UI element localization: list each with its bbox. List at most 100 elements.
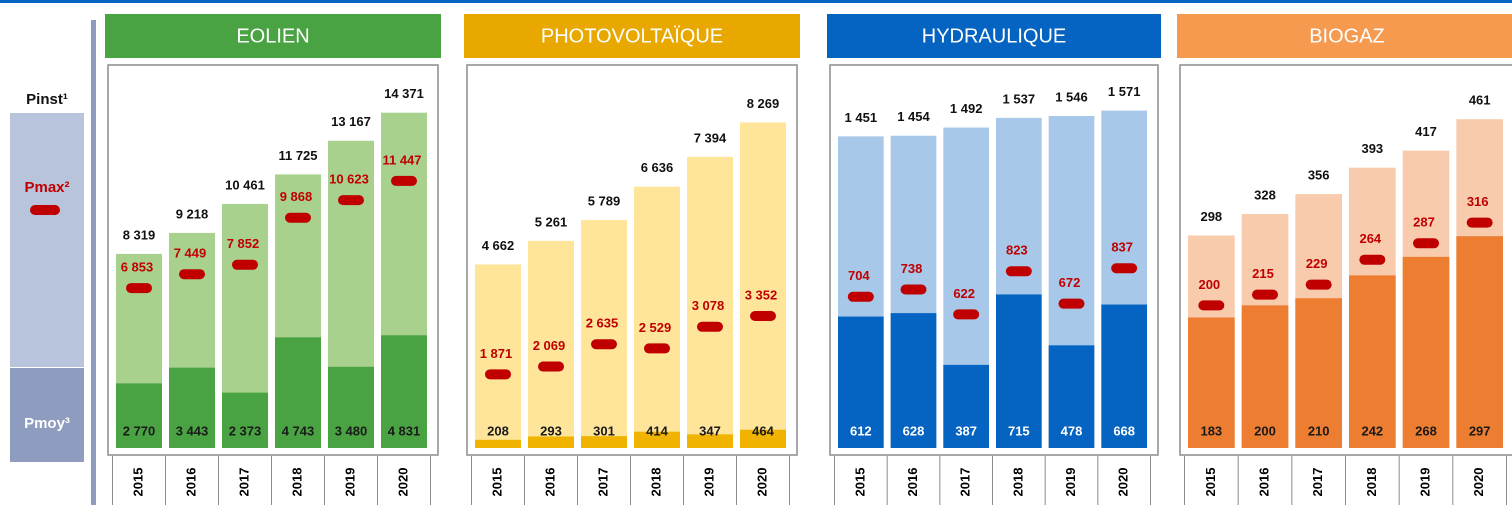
pmax-marker [900,284,927,295]
pmax-label: 3 352 [745,287,778,302]
x-tick-label: 2019 [342,468,357,497]
legend-box-pmax [10,113,84,367]
legend-marker [30,205,60,215]
pmax-label: 1 871 [480,346,513,361]
pmoy-label: 301 [593,423,615,438]
pmoy-bar [275,337,321,448]
panel-frame [107,64,439,456]
pmax-label: 7 852 [227,236,260,251]
pmoy-label: 3 443 [176,423,209,438]
pinst-label: 1 451 [845,110,878,125]
pmax-marker [1111,263,1138,274]
panel-title: EOLIEN [236,25,309,47]
pmax-label: 6 853 [121,260,154,275]
pmax-label: 229 [1306,256,1328,271]
pmax-label: 11 447 [382,152,421,167]
side-rule [91,20,96,505]
pmax-marker [1305,279,1332,290]
x-tick-label: 2018 [1010,468,1025,497]
legend-pmax: Pmax² [24,179,69,196]
pmoy-bar [222,392,268,448]
pinst-label: 11 725 [278,148,317,163]
pmoy-bar [169,367,215,448]
pmax-marker [1198,300,1225,311]
pinst-label: 328 [1254,188,1276,203]
pmax-marker [750,311,776,322]
pmoy-bar [381,335,427,448]
pmax-label: 738 [901,261,923,276]
pinst-label: 7 394 [694,130,727,145]
pmax-marker [1058,298,1085,309]
pmoy-bar [581,436,627,448]
pmax-label: 704 [848,268,870,283]
pinst-label: 10 461 [225,177,265,192]
pmax-label: 9 868 [280,189,313,204]
pmoy-label: 2 770 [123,423,156,438]
pinst-label: 5 789 [588,193,621,208]
pmax-label: 316 [1467,194,1489,209]
pinst-label: 6 636 [641,160,674,175]
pmax-label: 10 623 [329,172,369,187]
pmoy-bar [996,294,1042,448]
pmax-label: 837 [1111,240,1133,255]
pmax-label: 823 [1006,243,1028,258]
pinst-bar [528,240,574,448]
pmoy-label: 347 [699,423,721,438]
pinst-label: 1 454 [897,109,930,124]
pmoy-label: 210 [1308,423,1330,438]
panel-frame [829,64,1159,456]
pmax-label: 200 [1198,277,1220,292]
pmax-label: 2 069 [533,338,566,353]
pmoy-bar [943,364,989,448]
pmoy-label: 297 [1469,423,1491,438]
x-tick-label: 2018 [289,468,304,497]
panel-title: BIOGAZ [1309,25,1385,47]
legend-box-pmoy [10,368,84,462]
pmax-label: 264 [1359,231,1381,246]
pmax-marker [126,283,152,294]
pmoy-bar [116,383,162,448]
pmoy-bar [475,439,521,448]
pinst-label: 8 319 [123,227,156,242]
pmoy-bar [528,436,574,448]
pmoy-label: 387 [955,423,977,438]
pinst-label: 9 218 [176,206,209,221]
pinst-label: 8 269 [747,96,780,111]
pmax-marker [1413,238,1439,249]
pmoy-bar [890,313,937,448]
x-tick-label: 2017 [236,468,251,497]
pmax-label: 672 [1059,275,1081,290]
pmoy-label: 628 [903,423,925,438]
pmoy-label: 2 373 [229,423,262,438]
pmax-label: 215 [1252,266,1274,281]
pmax-label: 2 635 [586,316,619,331]
x-tick-label: 2019 [701,468,716,497]
panel-frame [1179,64,1512,456]
pmoy-bar [838,316,884,448]
pmax-marker [338,195,364,206]
pinst-label: 298 [1200,209,1222,224]
pinst-label: 393 [1361,141,1383,156]
pmoy-bar [328,366,374,448]
pmax-marker [847,291,874,302]
x-tick-label: 2020 [1116,468,1131,497]
x-tick-label: 2018 [648,468,663,497]
pmax-label: 287 [1413,215,1435,230]
pmax-marker [1252,289,1278,300]
x-tick-label: 2020 [395,468,410,497]
pmoy-label: 268 [1415,423,1437,438]
legend-pinst: Pinst¹ [26,91,68,108]
pmoy-label: 242 [1361,423,1383,438]
pmoy-label: 464 [752,423,774,438]
pmoy-label: 414 [646,423,668,438]
pmoy-label: 715 [1008,423,1030,438]
pmoy-bar [1456,236,1503,448]
pinst-label: 5 261 [535,214,568,229]
x-tick-label: 2015 [852,468,867,497]
pmoy-label: 4 831 [388,423,421,438]
x-tick-label: 2018 [1364,468,1379,497]
pinst-label: 417 [1415,124,1437,139]
x-tick-label: 2019 [1063,468,1078,497]
pmax-marker [1005,266,1032,277]
